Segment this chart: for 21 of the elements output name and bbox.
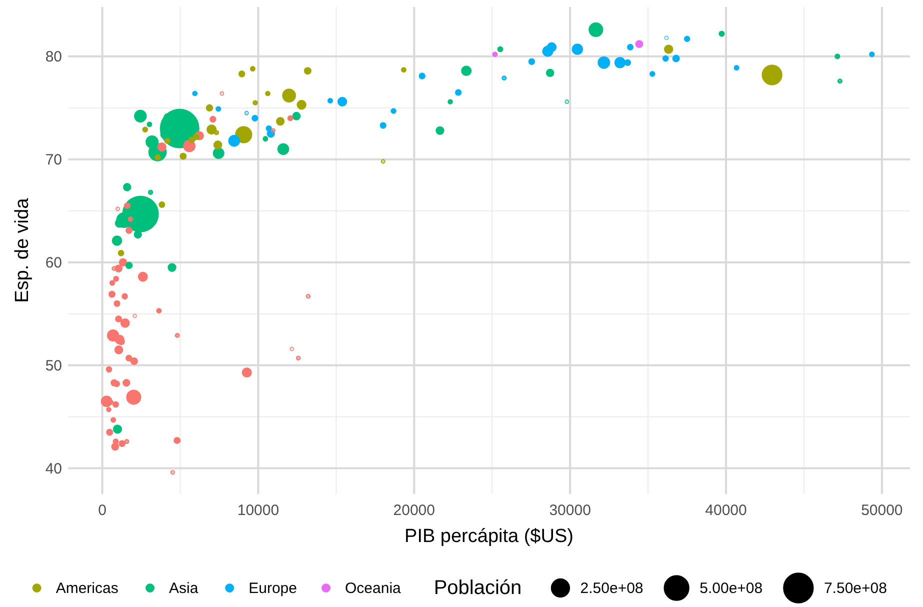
- y-tick-label: 50: [45, 357, 62, 374]
- x-tick-label: 20000: [393, 502, 436, 519]
- legend-label: Americas: [56, 580, 118, 597]
- legend-label: Oceania: [345, 580, 402, 597]
- x-tick-label: 50000: [861, 502, 903, 519]
- x-tick-label: 40000: [705, 502, 747, 519]
- y-tick-label: 60: [45, 254, 62, 272]
- y-tick-label: 80: [45, 48, 62, 66]
- x-axis-title: PIB percápita ($US): [404, 526, 574, 547]
- legend-label: Asia: [169, 580, 199, 597]
- legend-label: 2.50e+08: [580, 580, 644, 597]
- legend-label: 5.00e+08: [700, 580, 763, 597]
- x-tick-label: 30000: [549, 502, 591, 519]
- y-tick-label: 40: [45, 460, 62, 478]
- legend-title: Población: [434, 577, 522, 599]
- x-tick-label: 0: [98, 502, 106, 519]
- legend-label: 7.50e+08: [824, 580, 887, 597]
- x-tick-label: 10000: [237, 502, 280, 519]
- y-tick-label: 70: [45, 151, 62, 168]
- y-axis-title: Esp. de vida: [12, 198, 33, 303]
- legend-label: Europe: [248, 580, 297, 597]
